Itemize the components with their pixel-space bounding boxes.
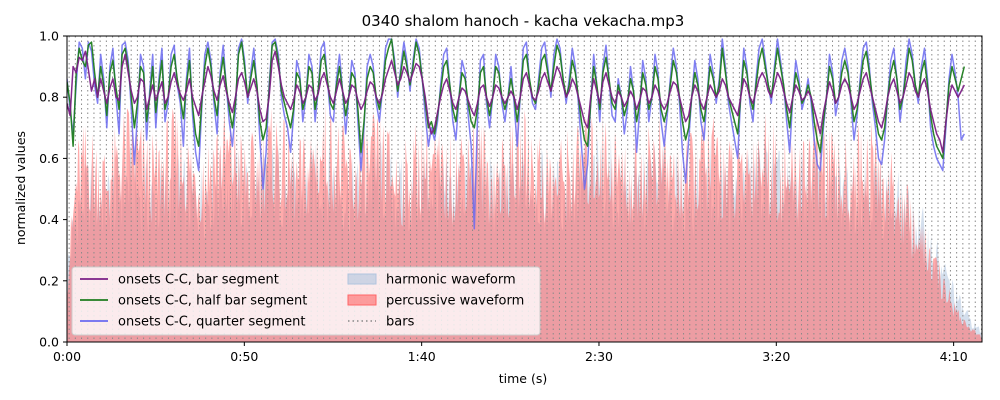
legend-swatch — [347, 294, 377, 306]
y-tick-label: 0.8 — [39, 90, 59, 105]
legend-label: onsets C-C, quarter segment — [118, 315, 305, 330]
legend-label: percussive waveform — [386, 294, 524, 309]
x-tick-label: 4:10 — [940, 349, 968, 364]
plot-frame — [66, 35, 983, 343]
legend-item: percussive waveform — [347, 294, 524, 309]
y-tick-label: 0.0 — [39, 335, 59, 350]
x-axis: 0:00 0:50 1:40 2:30 3:20 4:10 — [53, 342, 968, 364]
legend-item: bars — [348, 315, 415, 330]
y-tick-label: 0.6 — [39, 151, 59, 166]
y-tick-label: 1.0 — [39, 29, 59, 44]
legend-item: onsets C-C, half bar segment — [80, 294, 307, 309]
legend-label: harmonic waveform — [386, 273, 516, 288]
y-tick-label: 0.4 — [39, 212, 59, 227]
y-axis: 0.0 0.2 0.4 0.6 0.8 1.0 — [39, 29, 67, 350]
y-axis-label: normalized values — [13, 131, 28, 245]
legend-item: harmonic waveform — [347, 273, 516, 288]
x-tick-label: 3:20 — [762, 349, 790, 364]
series-onsets-c-c-bar-segment — [67, 50, 965, 154]
x-tick-label: 0:00 — [53, 349, 81, 364]
legend-label: onsets C-C, half bar segment — [118, 294, 307, 309]
series-onsets-c-c-half-bar-segment — [67, 38, 966, 160]
legend-swatch — [347, 273, 377, 285]
chart-title: 0340 shalom hanoch - kacha vekacha.mp3 — [362, 12, 685, 30]
legend-label: bars — [386, 315, 415, 330]
x-tick-label: 1:40 — [408, 349, 436, 364]
x-axis-label: time (s) — [499, 371, 547, 386]
x-tick-label: 0:50 — [230, 349, 258, 364]
y-tick-label: 0.2 — [39, 273, 59, 288]
series-onsets-c-c-quarter-segment — [67, 38, 965, 230]
legend-label: onsets C-C, bar segment — [118, 273, 279, 288]
legend-item: onsets C-C, bar segment — [80, 273, 279, 288]
x-tick-label: 2:30 — [585, 349, 613, 364]
legend-box — [71, 266, 541, 336]
legend: onsets C-C, bar segment onsets C-C, half … — [71, 266, 541, 336]
legend-item: onsets C-C, quarter segment — [80, 315, 305, 330]
